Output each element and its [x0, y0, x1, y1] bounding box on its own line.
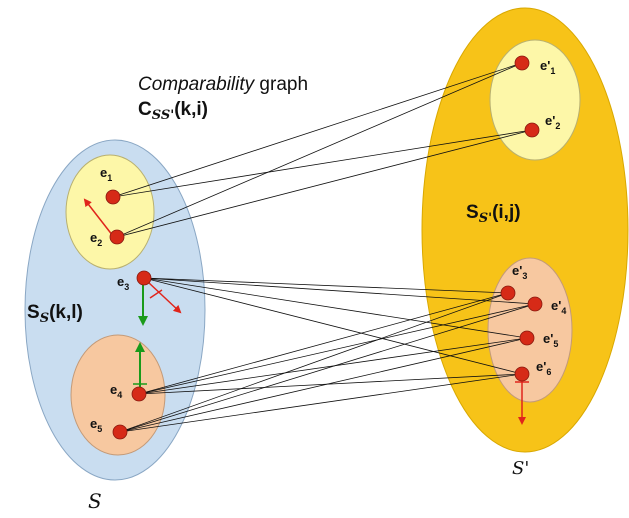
left-set-caption: S	[88, 489, 102, 513]
graph-title-line2-sub: SS'	[152, 108, 174, 123]
node-label-ep4: e'4	[551, 298, 566, 316]
edge-e5-ep6	[119, 373, 523, 433]
node-label-e4: e4	[110, 382, 122, 400]
graph-title-line2-prefix: C	[138, 99, 152, 120]
node-e2	[109, 229, 125, 245]
node-e4	[131, 386, 147, 402]
node-label-ep3: e'3	[512, 263, 527, 281]
graph-title-rest: graph	[254, 74, 308, 95]
edge-e4-ep4	[138, 303, 536, 395]
node-label-e5: e5	[90, 416, 102, 434]
edge-e1-ep2	[112, 129, 533, 198]
edge-e4-ep6	[138, 373, 523, 395]
left-yellow-subset	[65, 154, 155, 270]
node-label-ep6: e'6	[536, 359, 551, 377]
node-ep3	[500, 285, 516, 301]
arrow-e3-tick	[149, 289, 163, 299]
node-label-ep2: e'2	[545, 113, 560, 131]
right-set-label-suffix: (i,j)	[492, 202, 521, 223]
graph-title-line2-suffix: (k,i)	[174, 99, 208, 120]
edge-e4-ep3	[138, 292, 509, 395]
left-set-label-sub: S	[40, 311, 49, 326]
node-e1	[105, 189, 121, 205]
edge-e3-ep4	[143, 277, 536, 305]
left-set-label-prefix: S	[27, 302, 40, 323]
node-ep4	[527, 296, 543, 312]
node-labels-layer: e1 e2 e3 e4 e5 e'1 e'2 e'3 e'4 e'5 e'6	[90, 58, 566, 434]
node-label-ep1: e'1	[540, 58, 555, 76]
node-label-e1: e1	[100, 165, 112, 183]
right-set-caption: S'	[512, 458, 529, 479]
node-ep1	[514, 55, 530, 71]
right-set-label: SS'(i,j)	[466, 202, 521, 226]
node-e3	[136, 270, 152, 286]
edge-e1-ep1	[112, 62, 523, 198]
arrow-e2-red	[83, 198, 114, 237]
edge-e5-ep3	[119, 292, 509, 433]
arrow-e3-red	[147, 281, 182, 314]
left-set-label-suffix: (k,l)	[49, 302, 83, 323]
graph-title-italic: Comparability	[138, 74, 256, 95]
edge-e3-ep6	[143, 277, 523, 375]
node-ep5	[519, 330, 535, 346]
right-set-label-sub: S'	[479, 211, 492, 226]
edge-e3-ep5	[143, 277, 528, 339]
graph-title: Comparability graph	[138, 74, 308, 95]
edge-e2-ep1	[116, 62, 523, 238]
right-set-label-prefix: S	[466, 202, 479, 223]
edge-e5-ep5	[119, 337, 528, 433]
right-orange-subset	[487, 257, 573, 403]
edge-e3-ep3	[143, 277, 509, 294]
node-e5	[112, 424, 128, 440]
node-label-e2: e2	[90, 230, 102, 248]
right-yellow-subset	[489, 39, 581, 161]
node-label-ep5: e'5	[543, 331, 558, 349]
nodes-layer	[105, 55, 543, 440]
graph-title-line2: CSS'(k,i)	[138, 99, 208, 123]
comparability-edges	[112, 62, 536, 433]
edge-e5-ep4	[119, 303, 536, 433]
node-label-e3: e3	[117, 274, 129, 292]
left-set-label: SS(k,l)	[27, 302, 83, 326]
node-ep6	[514, 366, 530, 382]
edge-e2-ep2	[116, 129, 533, 238]
node-ep2	[524, 122, 540, 138]
